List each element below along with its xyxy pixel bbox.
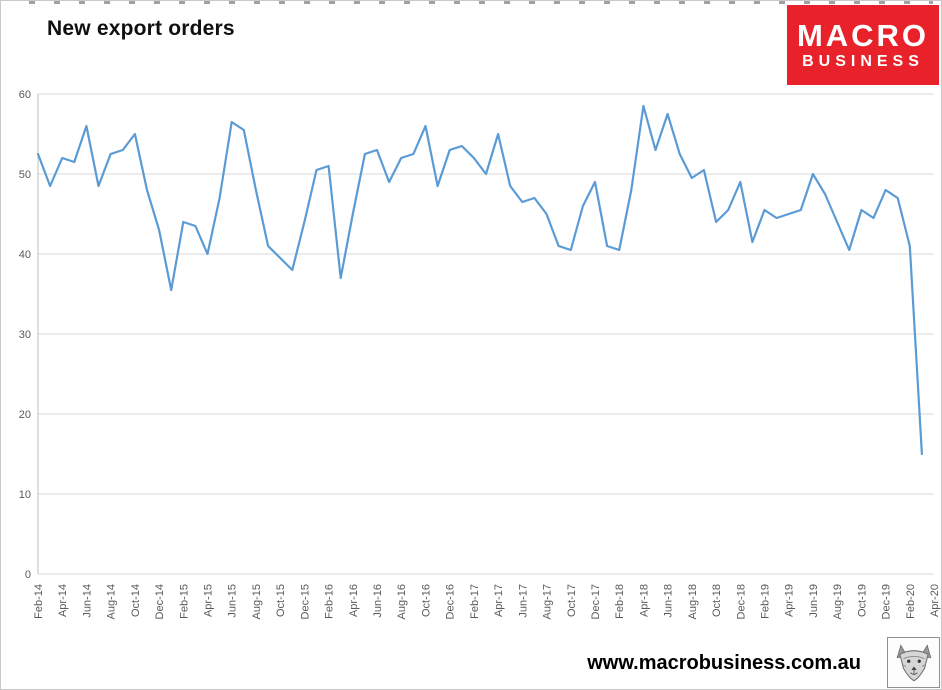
svg-text:Dec-19: Dec-19 <box>881 584 893 619</box>
svg-text:Apr-19: Apr-19 <box>784 584 796 617</box>
svg-text:Apr-17: Apr-17 <box>493 584 505 617</box>
svg-text:Apr-15: Apr-15 <box>203 584 215 617</box>
svg-text:40: 40 <box>19 249 31 261</box>
svg-text:Feb-16: Feb-16 <box>324 584 336 619</box>
wolf-logo-badge <box>887 637 940 688</box>
svg-text:Aug-15: Aug-15 <box>251 584 263 619</box>
svg-text:Feb-19: Feb-19 <box>759 584 771 619</box>
svg-text:Aug-19: Aug-19 <box>832 584 844 619</box>
svg-text:Aug-17: Aug-17 <box>542 584 554 619</box>
svg-text:Jun-19: Jun-19 <box>808 584 820 618</box>
svg-text:Feb-14: Feb-14 <box>33 584 45 619</box>
line-chart: 0 10 20 30 40 50 60 Feb-14 Apr-14 Jun-14 Aug-14 Oct… <box>19 89 941 619</box>
svg-text:Apr-18: Apr-18 <box>638 584 650 617</box>
svg-text:Aug-16: Aug-16 <box>396 584 408 619</box>
svg-text:Jun-17: Jun-17 <box>517 584 529 618</box>
wolf-icon <box>896 643 931 681</box>
svg-text:Oct-15: Oct-15 <box>275 584 287 617</box>
top-edge-tick-marks <box>29 1 933 4</box>
svg-text:Feb-17: Feb-17 <box>469 584 481 619</box>
svg-text:50: 50 <box>19 169 31 181</box>
svg-text:10: 10 <box>19 489 31 501</box>
website-url-text: www.macrobusiness.com.au <box>587 652 861 674</box>
macrobusiness-logo: MACRO BUSINESS <box>787 5 939 85</box>
svg-text:Oct-17: Oct-17 <box>566 584 578 617</box>
svg-text:60: 60 <box>19 89 31 101</box>
svg-text:Dec-18: Dec-18 <box>735 584 747 619</box>
svg-text:Feb-18: Feb-18 <box>614 584 626 619</box>
svg-text:Oct-19: Oct-19 <box>856 584 868 617</box>
svg-text:Oct-14: Oct-14 <box>130 584 142 617</box>
chart-title: New export orders <box>47 17 235 40</box>
svg-text:Apr-20: Apr-20 <box>929 584 941 617</box>
svg-text:Apr-16: Apr-16 <box>348 584 360 617</box>
svg-text:Jun-15: Jun-15 <box>227 584 239 618</box>
svg-text:Dec-17: Dec-17 <box>590 584 602 619</box>
svg-text:Aug-14: Aug-14 <box>106 584 118 619</box>
svg-text:Aug-18: Aug-18 <box>687 584 699 619</box>
svg-text:Oct-16: Oct-16 <box>420 584 432 617</box>
svg-text:Apr-14: Apr-14 <box>57 584 69 617</box>
svg-text:0: 0 <box>25 569 31 581</box>
svg-text:Dec-14: Dec-14 <box>154 584 166 619</box>
svg-text:Jun-14: Jun-14 <box>81 584 93 618</box>
svg-text:30: 30 <box>19 329 31 341</box>
logo-text-business: BUSINESS <box>802 53 924 70</box>
svg-text:Dec-16: Dec-16 <box>445 584 457 619</box>
svg-text:Jun-16: Jun-16 <box>372 584 384 618</box>
svg-text:Oct-18: Oct-18 <box>711 584 723 617</box>
svg-text:Feb-15: Feb-15 <box>178 584 190 619</box>
svg-text:Jun-18: Jun-18 <box>663 584 675 618</box>
logo-text-macro: MACRO <box>796 18 930 53</box>
svg-text:Feb-20: Feb-20 <box>905 584 917 619</box>
svg-text:20: 20 <box>19 409 31 421</box>
svg-text:Dec-15: Dec-15 <box>299 584 311 619</box>
